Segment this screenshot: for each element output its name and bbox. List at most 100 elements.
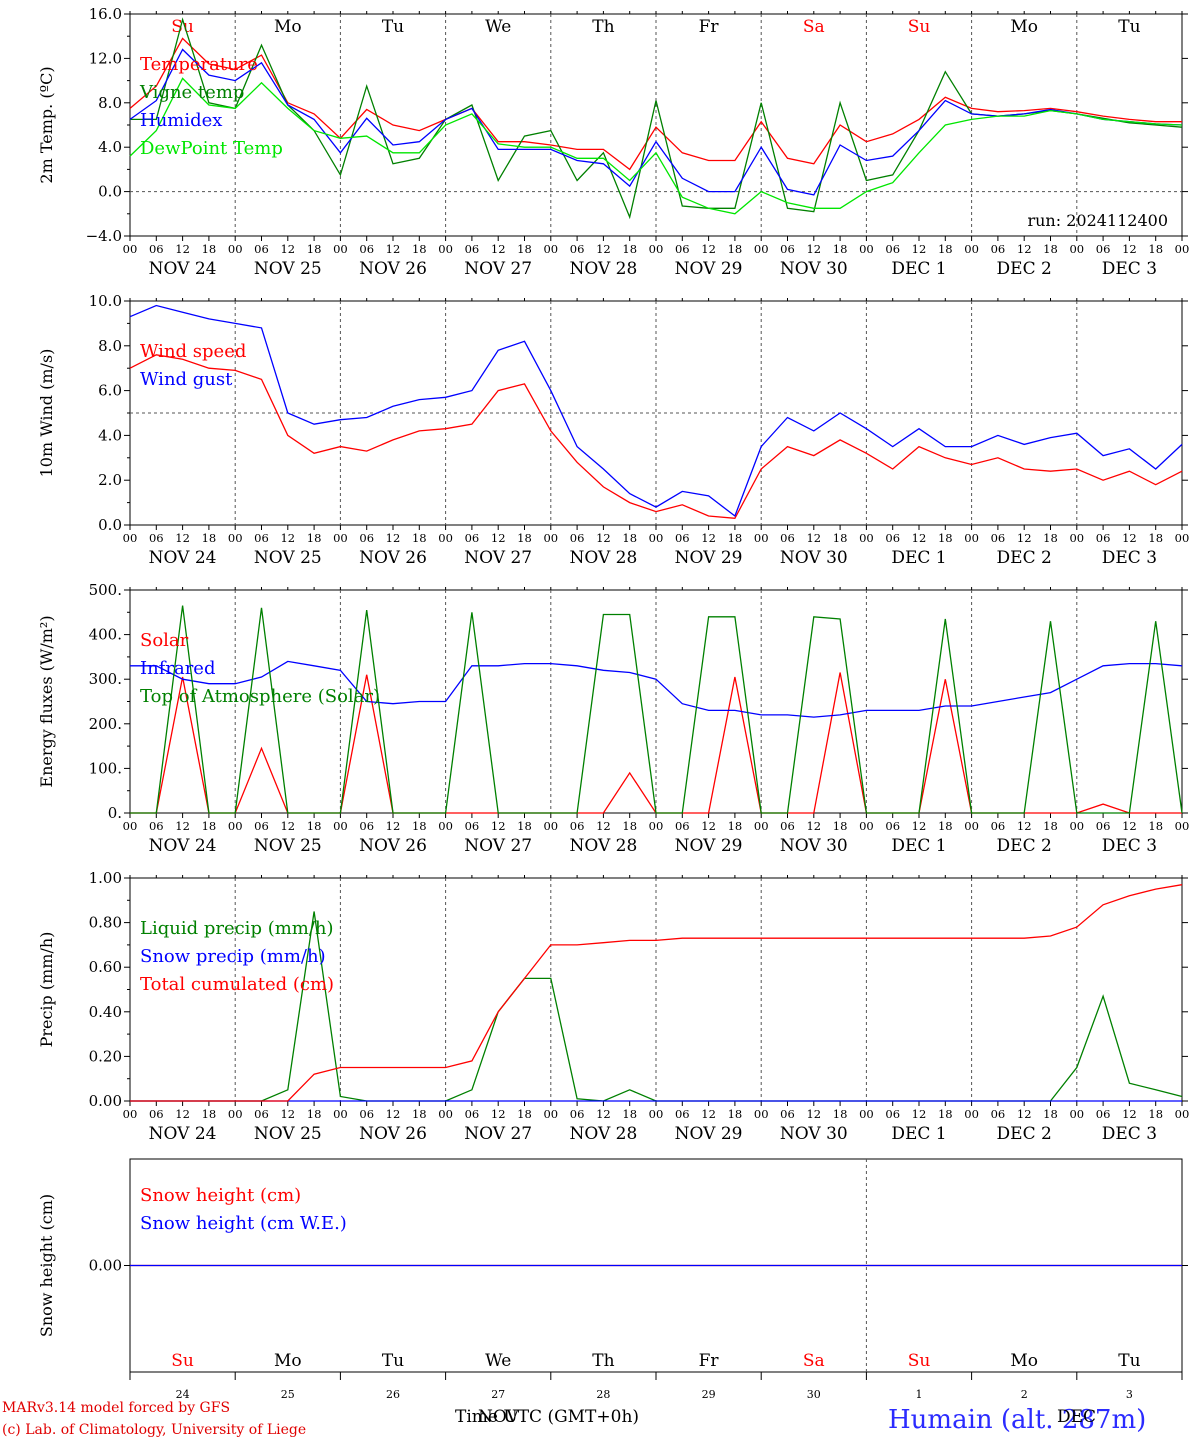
x-tick-label: 18	[517, 819, 532, 833]
dec-month-overlap: DEC	[1057, 1407, 1096, 1427]
x-tick-label: 06	[780, 819, 795, 833]
x-tick-label: 00	[754, 1107, 769, 1121]
model-credit-text: MARv3.14 model forced by GFS	[2, 1400, 230, 1416]
date-label: DEC 3	[1102, 548, 1157, 568]
x-tick-label: 12	[175, 1107, 190, 1121]
y-tick-label: 2.0	[98, 471, 122, 489]
x-tick-label: 06	[780, 531, 795, 545]
date-label: NOV 24	[149, 259, 217, 279]
x-tick-label: 12	[1122, 1107, 1137, 1121]
date-label: NOV 28	[569, 1124, 637, 1144]
x-tick-label: 12	[806, 819, 821, 833]
legend-entry: Snow precip (mm/h)	[140, 946, 326, 967]
legend-entry: Temperature	[140, 54, 258, 75]
legend-entry: Wind gust	[140, 369, 233, 390]
x-tick-label: 06	[254, 1107, 269, 1121]
x-tick-label: 00	[1175, 531, 1190, 545]
x-tick-label: 18	[202, 819, 217, 833]
date-label: NOV 30	[780, 836, 848, 856]
x-tick-label: 00	[543, 242, 558, 256]
x-tick-label: 18	[938, 1107, 953, 1121]
x-tick-label: 06	[465, 819, 480, 833]
x-tick-label: 18	[833, 531, 848, 545]
x-tick-label: 06	[780, 242, 795, 256]
weekday-label: Su	[908, 1351, 931, 1371]
weekday-label: Su	[171, 17, 194, 37]
x-tick-label: 12	[280, 242, 295, 256]
date-label: NOV 24	[149, 1124, 217, 1144]
y-tick-label: 1.00	[89, 869, 122, 887]
x-tick-label: 18	[412, 819, 427, 833]
x-tick-label: 18	[833, 1107, 848, 1121]
x-tick-label: 00	[123, 531, 138, 545]
x-tick-label: 12	[175, 531, 190, 545]
y-tick-label: 0.60	[89, 958, 122, 976]
x-tick-label: 00	[859, 1107, 874, 1121]
x-tick-label: 18	[307, 242, 322, 256]
day-number-label: 28	[596, 1388, 610, 1401]
date-label: NOV 26	[359, 1124, 427, 1144]
x-tick-label: 18	[728, 1107, 743, 1121]
day-number-label: 26	[386, 1388, 400, 1401]
x-tick-label: 18	[833, 242, 848, 256]
y-tick-label: 10.0	[89, 292, 122, 310]
y-tick-label: 0.00	[89, 1092, 122, 1110]
x-tick-label: 18	[412, 531, 427, 545]
x-tick-label: 12	[491, 242, 506, 256]
weekday-label: Sa	[803, 17, 825, 37]
y-tick-label: 16.0	[89, 5, 122, 23]
x-tick-label: 00	[649, 242, 664, 256]
x-tick-label: 00	[438, 242, 453, 256]
x-tick-label: 06	[991, 819, 1006, 833]
date-label: NOV 27	[464, 836, 532, 856]
weekday-label: Mo	[1010, 1351, 1038, 1371]
x-tick-label: 00	[1069, 1107, 1084, 1121]
weekday-label: Tu	[382, 17, 404, 37]
x-tick-label: 18	[938, 242, 953, 256]
series-line-3	[130, 605, 1183, 814]
x-tick-label: 18	[202, 531, 217, 545]
date-label: NOV 25	[254, 259, 322, 279]
x-tick-label: 12	[280, 819, 295, 833]
x-tick-label: 12	[701, 1107, 716, 1121]
series-line-3	[129, 48, 1183, 196]
x-tick-label: 00	[1069, 242, 1084, 256]
y-axis-label: Precip (mm/h)	[37, 932, 56, 1048]
x-tick-label: 06	[254, 819, 269, 833]
x-tick-label: 00	[964, 1107, 979, 1121]
x-tick-label: 00	[649, 819, 664, 833]
x-tick-label: 06	[570, 531, 585, 545]
weekday-label: Mo	[274, 1351, 302, 1371]
x-tick-label: 06	[991, 1107, 1006, 1121]
x-tick-label: 18	[1043, 1107, 1058, 1121]
x-tick-label: 06	[465, 531, 480, 545]
x-tick-label: 12	[175, 242, 190, 256]
x-tick-label: 12	[596, 1107, 611, 1121]
x-tick-label: 06	[465, 1107, 480, 1121]
x-tick-label: 00	[754, 242, 769, 256]
x-tick-label: 12	[491, 819, 506, 833]
weekday-label: Mo	[1010, 17, 1038, 37]
x-tick-label: 18	[728, 531, 743, 545]
date-label: NOV 29	[675, 1124, 743, 1144]
y-tick-label: 400.	[89, 626, 122, 644]
x-tick-label: 18	[307, 1107, 322, 1121]
x-tick-label: 18	[1148, 819, 1163, 833]
panel-5: 0.00 Snow height (cm) 24 25 26 27 28 29 30 1 2 3 Su M…	[37, 1158, 1188, 1401]
legend-entry: Wind speed	[140, 341, 246, 362]
x-tick-label: 00	[543, 1107, 558, 1121]
x-tick-label: 12	[1017, 531, 1032, 545]
x-tick-label: 00	[228, 242, 243, 256]
x-tick-label: 00	[438, 1107, 453, 1121]
date-label: DEC 3	[1102, 1124, 1157, 1144]
x-tick-label: 00	[1069, 819, 1084, 833]
x-tick-label: 12	[491, 1107, 506, 1121]
x-tick-label: 00	[859, 531, 874, 545]
x-tick-label: 00	[964, 242, 979, 256]
y-tick-label: 0.20	[89, 1047, 122, 1065]
weekday-label: Tu	[382, 1351, 404, 1371]
y-tick-label: 0.00	[89, 1257, 122, 1275]
x-tick-label: 00	[649, 531, 664, 545]
x-tick-label: 18	[202, 242, 217, 256]
series-line-2	[130, 660, 1183, 718]
